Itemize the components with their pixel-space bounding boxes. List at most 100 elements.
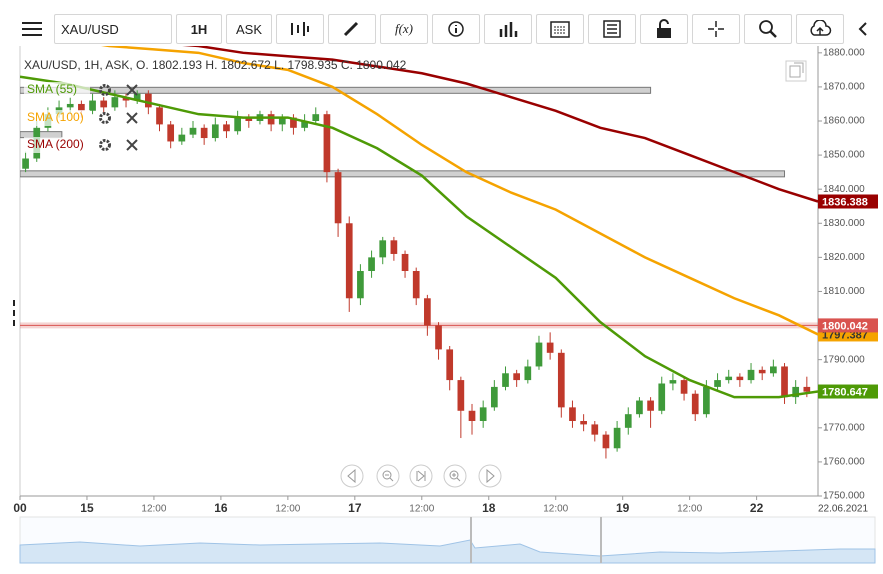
volume-button[interactable] [484,14,532,44]
y-tick-label: 1750.000 [823,491,865,502]
lock-button[interactable] [640,14,688,44]
info-button[interactable] [432,14,480,44]
chart-type-button[interactable] [276,14,324,44]
candle-body [602,434,610,449]
scroll-left-button[interactable] [848,14,878,44]
candle-body [524,366,532,381]
price-type-button[interactable]: ASK [226,14,272,44]
sma-line [20,75,818,399]
candle-body [312,114,320,121]
candle-body [502,373,509,387]
candle-body [424,298,431,326]
price-tag [818,318,878,333]
legend-entry: SMA (200) [27,137,84,151]
menu-button[interactable] [14,14,50,44]
candle-body [680,380,688,394]
news-button[interactable] [588,14,636,44]
legend-remove[interactable] [126,84,138,96]
navigation-controls [340,464,502,488]
x-tick-label: 16 [214,501,228,515]
legend-settings[interactable] [99,139,111,151]
y-tick-label: 1810.000 [823,286,865,297]
candle-body [278,117,286,125]
candle-body [781,366,788,398]
x-tick-label: 22 [750,501,764,515]
price-tag [818,327,878,342]
x-tick-label: 00 [13,501,27,515]
candle-body [535,342,543,367]
candle-body [368,257,375,271]
candle-body [345,223,353,299]
nav-reset[interactable] [409,464,433,488]
legend-entry: SMA (55) [27,82,77,96]
sma-line [182,46,818,203]
indicator-button[interactable]: f(x) [380,14,428,44]
candle-body [267,114,275,125]
y-tick-label: 1770.000 [823,422,865,433]
zoom-button[interactable] [744,14,792,44]
candle-body [390,240,398,254]
candle-body [803,386,811,392]
y-tick-label: 1870.000 [823,82,865,93]
price-tag-label: 1800.042 [822,320,868,332]
symbol-input[interactable]: XAU/USD [54,14,172,44]
x-tick-label: 12:00 [275,504,300,515]
candle-body [323,114,331,173]
candle-body [122,97,130,101]
nav-back[interactable] [340,464,364,488]
date-label: 22.06.2021 [818,504,868,515]
nav-zoom-out[interactable] [376,464,400,488]
crosshair-button[interactable] [692,14,740,44]
candle-body [412,271,420,299]
sma-line [101,46,818,336]
candle-body [591,424,599,435]
candle-body [770,366,777,374]
candle-body [256,114,264,121]
nav-zoom-in[interactable] [443,464,467,488]
price-tag-label: 1797.387 [822,329,868,341]
candle-body [580,421,587,425]
candle-body [714,380,721,387]
candle-body [167,124,175,142]
price-tag [818,194,878,209]
candle-body [691,393,699,415]
candle-body [401,253,409,271]
candle-body [468,410,476,421]
legend-settings[interactable] [99,112,111,124]
drawn-level [20,86,652,94]
cloud-button[interactable] [796,14,844,44]
candle-body [613,427,621,449]
y-tick-label: 1850.000 [823,150,865,161]
expand-icon [785,60,807,82]
interval-button[interactable]: 1H [176,14,222,44]
x-tick-label: 12:00 [141,504,166,515]
candle-body [178,134,186,142]
legend-entry: SMA (100) [27,110,84,124]
axes: 1750.000 1760.000 1770.000 1780.000 1790.000… [13,47,878,515]
candle-body [703,386,710,415]
legend-settings[interactable] [99,84,111,96]
candle-body [479,407,487,421]
candle-body [22,158,29,169]
candle-body [435,325,442,350]
draw-button[interactable] [328,14,376,44]
calendar-button[interactable] [536,14,584,44]
candle-body [89,100,96,111]
candle-body [78,103,85,111]
candle-body [55,107,63,115]
candle-body [546,342,554,353]
legend-remove[interactable] [126,139,138,151]
x-tick-label: 19 [616,501,630,515]
candle-body [792,386,800,398]
legend-bg [24,137,90,153]
x-tick-label: 12:00 [677,504,702,515]
candle-body [189,127,197,135]
legend-remove[interactable] [126,112,138,124]
candle-body [758,369,766,374]
y-tick-label: 1800.000 [823,320,865,331]
candle-body [133,93,141,101]
candle-body [513,373,521,381]
nav-forward[interactable] [478,464,502,488]
candle-body [736,376,744,381]
candle-body [334,172,342,224]
